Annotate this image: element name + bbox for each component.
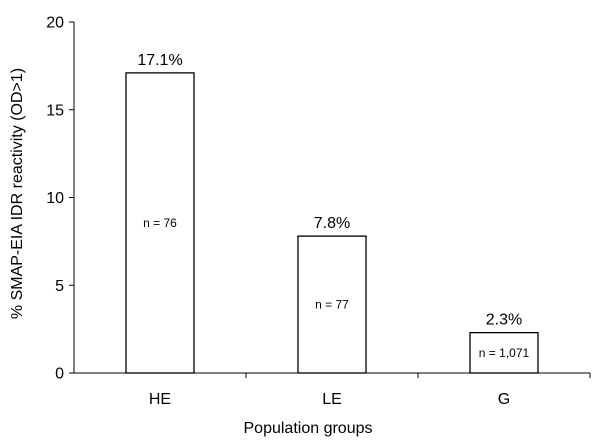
y-tick-label: 5 [55,278,64,295]
n-label-g: n = 1,071 [479,346,530,360]
sample-size-labels: n = 76 n = 77 n = 1,071 [143,216,529,360]
y-axis-title: % SMAP-EIA IDR reactivity (OD>1) [9,68,26,319]
bar-he [125,72,195,374]
x-axis-title: Population groups [244,420,373,437]
x-axis-category-labels: HE LE G [149,373,591,408]
category-label-g: G [498,391,510,408]
y-tick-label: 15 [46,102,64,119]
n-label-he: n = 76 [143,216,177,230]
bars [125,72,539,374]
y-axis-ticks: 0 5 10 15 20 [46,15,74,383]
y-tick-label: 0 [55,366,64,383]
n-label-le: n = 77 [315,298,349,312]
category-label-he: HE [149,391,171,408]
bar-g [469,331,539,374]
y-tick-label: 10 [46,190,64,207]
y-tick-label: 20 [46,15,64,32]
value-labels: 17.1% 7.8% 2.3% [137,52,522,329]
value-label-he: 17.1% [137,52,182,69]
category-label-le: LE [322,391,342,408]
value-label-g: 2.3% [486,312,522,329]
value-label-le: 7.8% [314,215,350,232]
